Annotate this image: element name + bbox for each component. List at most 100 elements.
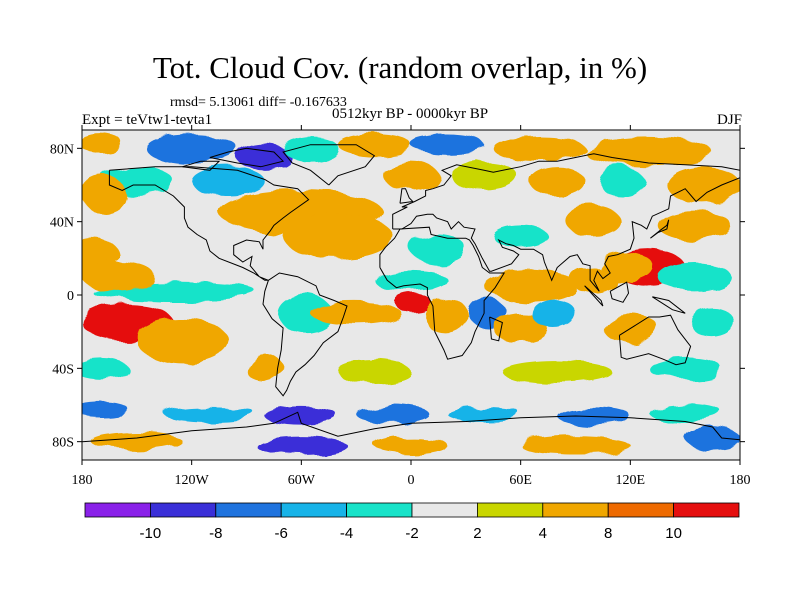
anomaly-region: [520, 436, 631, 455]
anomaly-region: [283, 135, 338, 162]
colorbar-label: -2: [405, 525, 418, 542]
lat-axis: 80N 40N 0 40S 80S: [50, 142, 745, 451]
anomaly-region: [657, 262, 731, 292]
anomaly-region: [502, 361, 613, 383]
lon-tick-label: 120W: [175, 473, 210, 488]
lon-axis: 180 120W 60W 0 60E 120E 180: [72, 125, 751, 488]
lat-tick-label: 80N: [50, 142, 74, 157]
colorbar-swatch: [346, 502, 413, 518]
anomaly-region: [566, 207, 622, 237]
anomaly-region: [411, 234, 466, 264]
colorbar-swatch: [542, 502, 609, 518]
anomaly-region: [264, 406, 338, 426]
lon-tick-label: 0: [408, 473, 415, 488]
colorbar-label: 4: [539, 525, 547, 542]
season-label: DJF: [716, 112, 742, 128]
lat-tick-label: 80S: [52, 436, 74, 451]
anomaly-region: [648, 357, 722, 380]
anomaly-region: [310, 302, 402, 325]
coastline: [392, 153, 740, 229]
anomaly-region: [484, 271, 576, 301]
stats-label: rmsd= 5.13061 diff= -0.167633: [170, 95, 347, 110]
colorbar-swatch: [149, 502, 217, 518]
experiment-label: Expt = teVtw1-tevta1: [82, 112, 213, 128]
lat-tick-label: 40S: [52, 362, 74, 377]
anomaly-region: [557, 406, 631, 426]
anomaly-region: [91, 432, 183, 451]
anomaly-region: [383, 161, 439, 191]
colorbar-label: -8: [209, 525, 222, 542]
lon-tick-label: 180: [72, 473, 93, 488]
anomaly-region: [237, 144, 293, 171]
coastline: [392, 177, 740, 292]
lon-tick-label: 60E: [509, 473, 532, 488]
anomaly-region: [396, 295, 433, 314]
anomaly-region: [82, 262, 156, 292]
coastline: [108, 166, 310, 281]
lon-tick-label: 180: [730, 473, 751, 488]
coastlines: [82, 144, 740, 443]
coastline: [182, 160, 221, 171]
colorbar-swatch: [673, 502, 740, 518]
anomaly-region: [451, 161, 518, 191]
anomaly-region: [425, 298, 470, 336]
colorbar-label: -10: [140, 525, 162, 542]
anomaly-region: [255, 436, 348, 455]
anomaly-field: [82, 133, 740, 455]
anomaly-region: [337, 361, 412, 383]
colorbar-label: -4: [340, 525, 353, 542]
lat-tick-label: 0: [67, 289, 74, 304]
anomaly-region: [164, 406, 256, 422]
coastline: [82, 411, 740, 443]
anomaly-region: [283, 214, 393, 259]
colorbar-label: 8: [604, 525, 612, 542]
coastline: [650, 219, 670, 239]
anomaly-region: [657, 210, 731, 240]
lat-tick-label: 40N: [50, 216, 74, 231]
coastline: [282, 144, 376, 186]
coastline: [618, 314, 692, 366]
anomaly-region: [374, 436, 448, 455]
lon-tick-label: 120E: [616, 473, 646, 488]
anomaly-region: [584, 137, 713, 167]
anomaly-region: [277, 295, 333, 332]
colorbar-label: 10: [665, 525, 682, 542]
coastline: [489, 316, 503, 342]
anomaly-region: [136, 318, 229, 363]
anomaly-region: [666, 166, 740, 204]
anomaly-region: [493, 135, 585, 162]
anomaly-region: [82, 175, 126, 213]
anomaly-region: [337, 133, 412, 156]
colorbar: -10 -8 -6 -4 -2 2 4 8 10: [84, 502, 740, 542]
anomaly-region: [648, 403, 722, 422]
period-label: 0512kyr BP - 0000kyr BP: [331, 106, 489, 122]
coastline: [652, 296, 686, 314]
anomaly-region: [246, 353, 284, 384]
coastline: [262, 272, 348, 397]
anomaly-region: [356, 405, 430, 424]
anomaly-region: [493, 313, 549, 343]
colorbar-swatch: [84, 502, 151, 518]
anomaly-region: [82, 357, 128, 380]
colorbar-label: -6: [275, 525, 288, 542]
colorbar-swatch: [280, 502, 348, 518]
anomaly-region: [529, 166, 585, 196]
coastline: [209, 147, 285, 168]
anomaly-region: [599, 166, 644, 196]
anomaly-region: [374, 269, 448, 292]
colorbar-swatch: [215, 502, 282, 518]
lon-tick-label: 60W: [288, 473, 316, 488]
anomaly-region: [493, 225, 549, 248]
anomaly-region: [690, 307, 735, 338]
anomaly-region: [531, 298, 576, 329]
anomaly-region: [685, 427, 740, 449]
anomaly-region: [191, 166, 265, 196]
anomaly-region: [411, 135, 485, 154]
coastline: [379, 226, 506, 360]
coastline: [584, 285, 604, 307]
colorbar-swatch: [607, 502, 675, 518]
anomaly-region: [82, 133, 123, 152]
colorbar-swatch: [411, 502, 478, 518]
anomaly-region: [447, 406, 521, 422]
